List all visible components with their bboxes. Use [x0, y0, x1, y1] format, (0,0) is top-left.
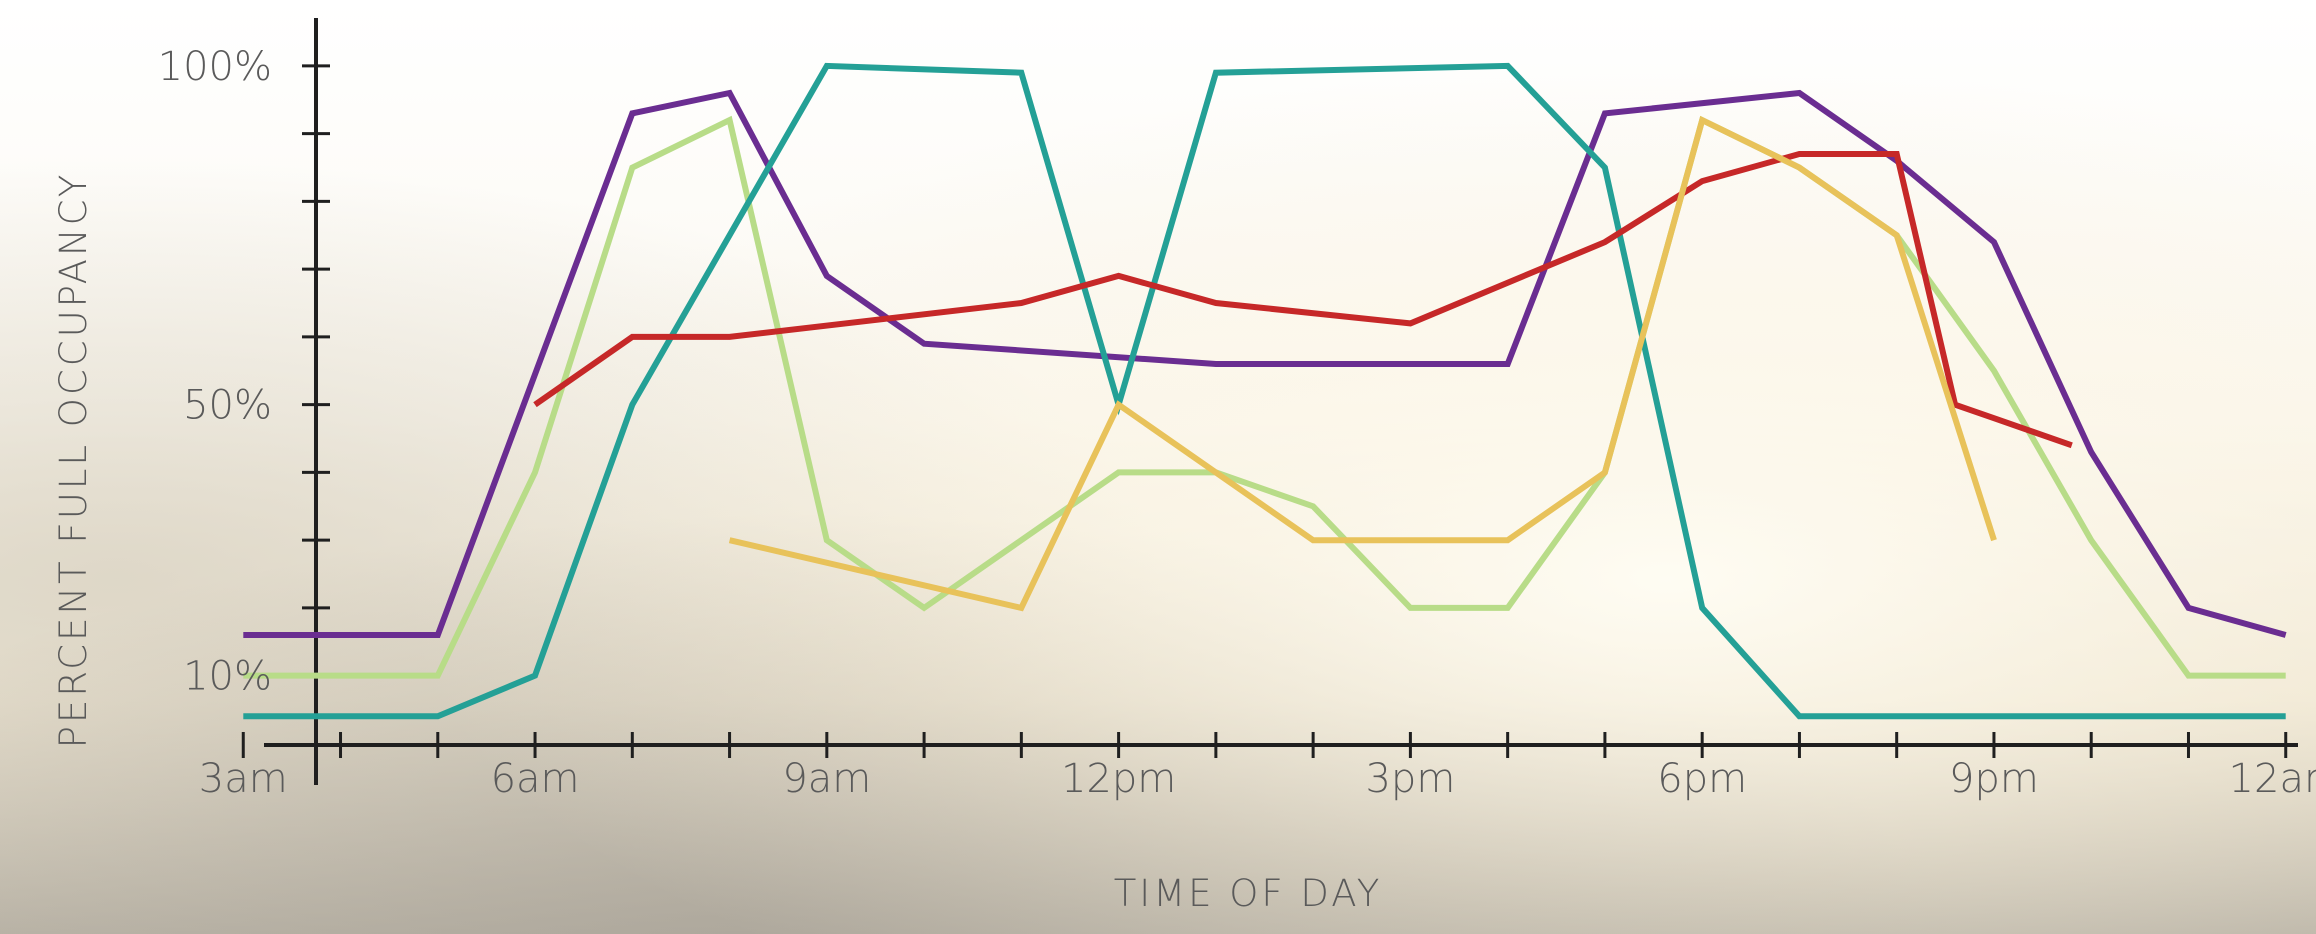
y-tick-label: 10% — [183, 654, 272, 700]
series-line-1 — [243, 89, 2287, 638]
x-tick-label: 9am — [782, 756, 871, 802]
axes — [241, 18, 2298, 785]
series-line-4 — [533, 151, 2073, 449]
series-line-2 — [243, 115, 2286, 679]
x-tick-label: 3am — [199, 756, 288, 802]
x-tick-label: 6am — [491, 756, 580, 802]
tick-labels: 3am 6am 9am 12pm 3pm 6pm 9pm 12am 10% 50% 100% — [158, 44, 2316, 802]
x-tick-label: 12pm — [1061, 756, 1176, 802]
series-line-5 — [728, 115, 1997, 612]
y-tick-label: 100% — [158, 44, 272, 90]
x-axis-title: TIME OF DAY — [1114, 872, 1383, 915]
y-axis-title: PERCENT FULL OCCUPANCY — [52, 172, 95, 749]
x-tick-label: 3pm — [1365, 756, 1455, 802]
x-tick-label: 12am — [2229, 756, 2316, 802]
y-tick-label: 50% — [183, 383, 272, 429]
x-tick-label: 6pm — [1657, 756, 1747, 802]
series-lines — [243, 62, 2287, 720]
x-tick-label: 9pm — [1949, 756, 2039, 802]
